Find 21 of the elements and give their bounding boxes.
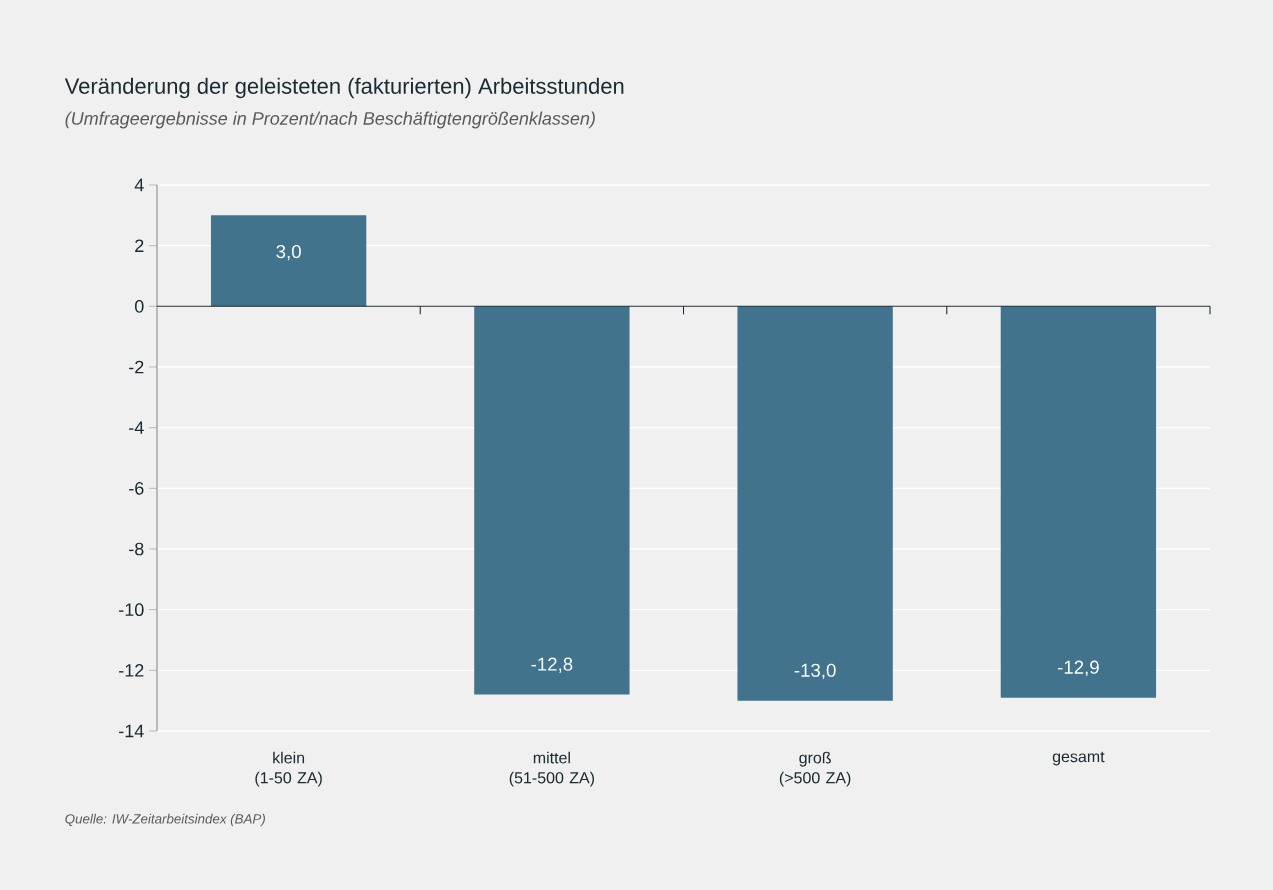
y-tick-label: 0 xyxy=(134,299,144,313)
x-tick-label: gesamt xyxy=(1052,751,1105,766)
y-tick-label: -2 xyxy=(129,360,144,374)
data-label: -12,8 xyxy=(531,657,573,673)
source-note: Quelle: IW-Zeitarbeitsindex (BAP) xyxy=(65,813,265,827)
chart-title: Veränderung der geleisteten (fakturierten) Arbeitsstunden xyxy=(64,77,624,99)
y-tick-label: -6 xyxy=(129,481,144,495)
y-tick-label: -8 xyxy=(129,542,144,556)
chart-subtitle: (Umfrageergebnisse in Prozent/nach Beschäftigtengrößenklassen) xyxy=(65,111,595,129)
data-label: 3,0 xyxy=(276,244,301,261)
x-tick-label: mittel (51-500 ZA) xyxy=(509,751,594,787)
y-tick-label: -12 xyxy=(119,664,144,677)
y-tick-label: -4 xyxy=(129,421,144,434)
y-tick-label: -14 xyxy=(119,724,144,738)
x-tick-label: klein (1-50 ZA) xyxy=(255,751,322,787)
data-label: -12,9 xyxy=(1057,660,1099,677)
y-tick-label: -10 xyxy=(119,603,144,617)
y-tick-label: 4 xyxy=(134,178,144,192)
x-tick-label: groß (>500 ZA) xyxy=(779,751,851,787)
y-tick-label: 2 xyxy=(135,239,144,252)
data-label: -13,0 xyxy=(794,663,836,680)
